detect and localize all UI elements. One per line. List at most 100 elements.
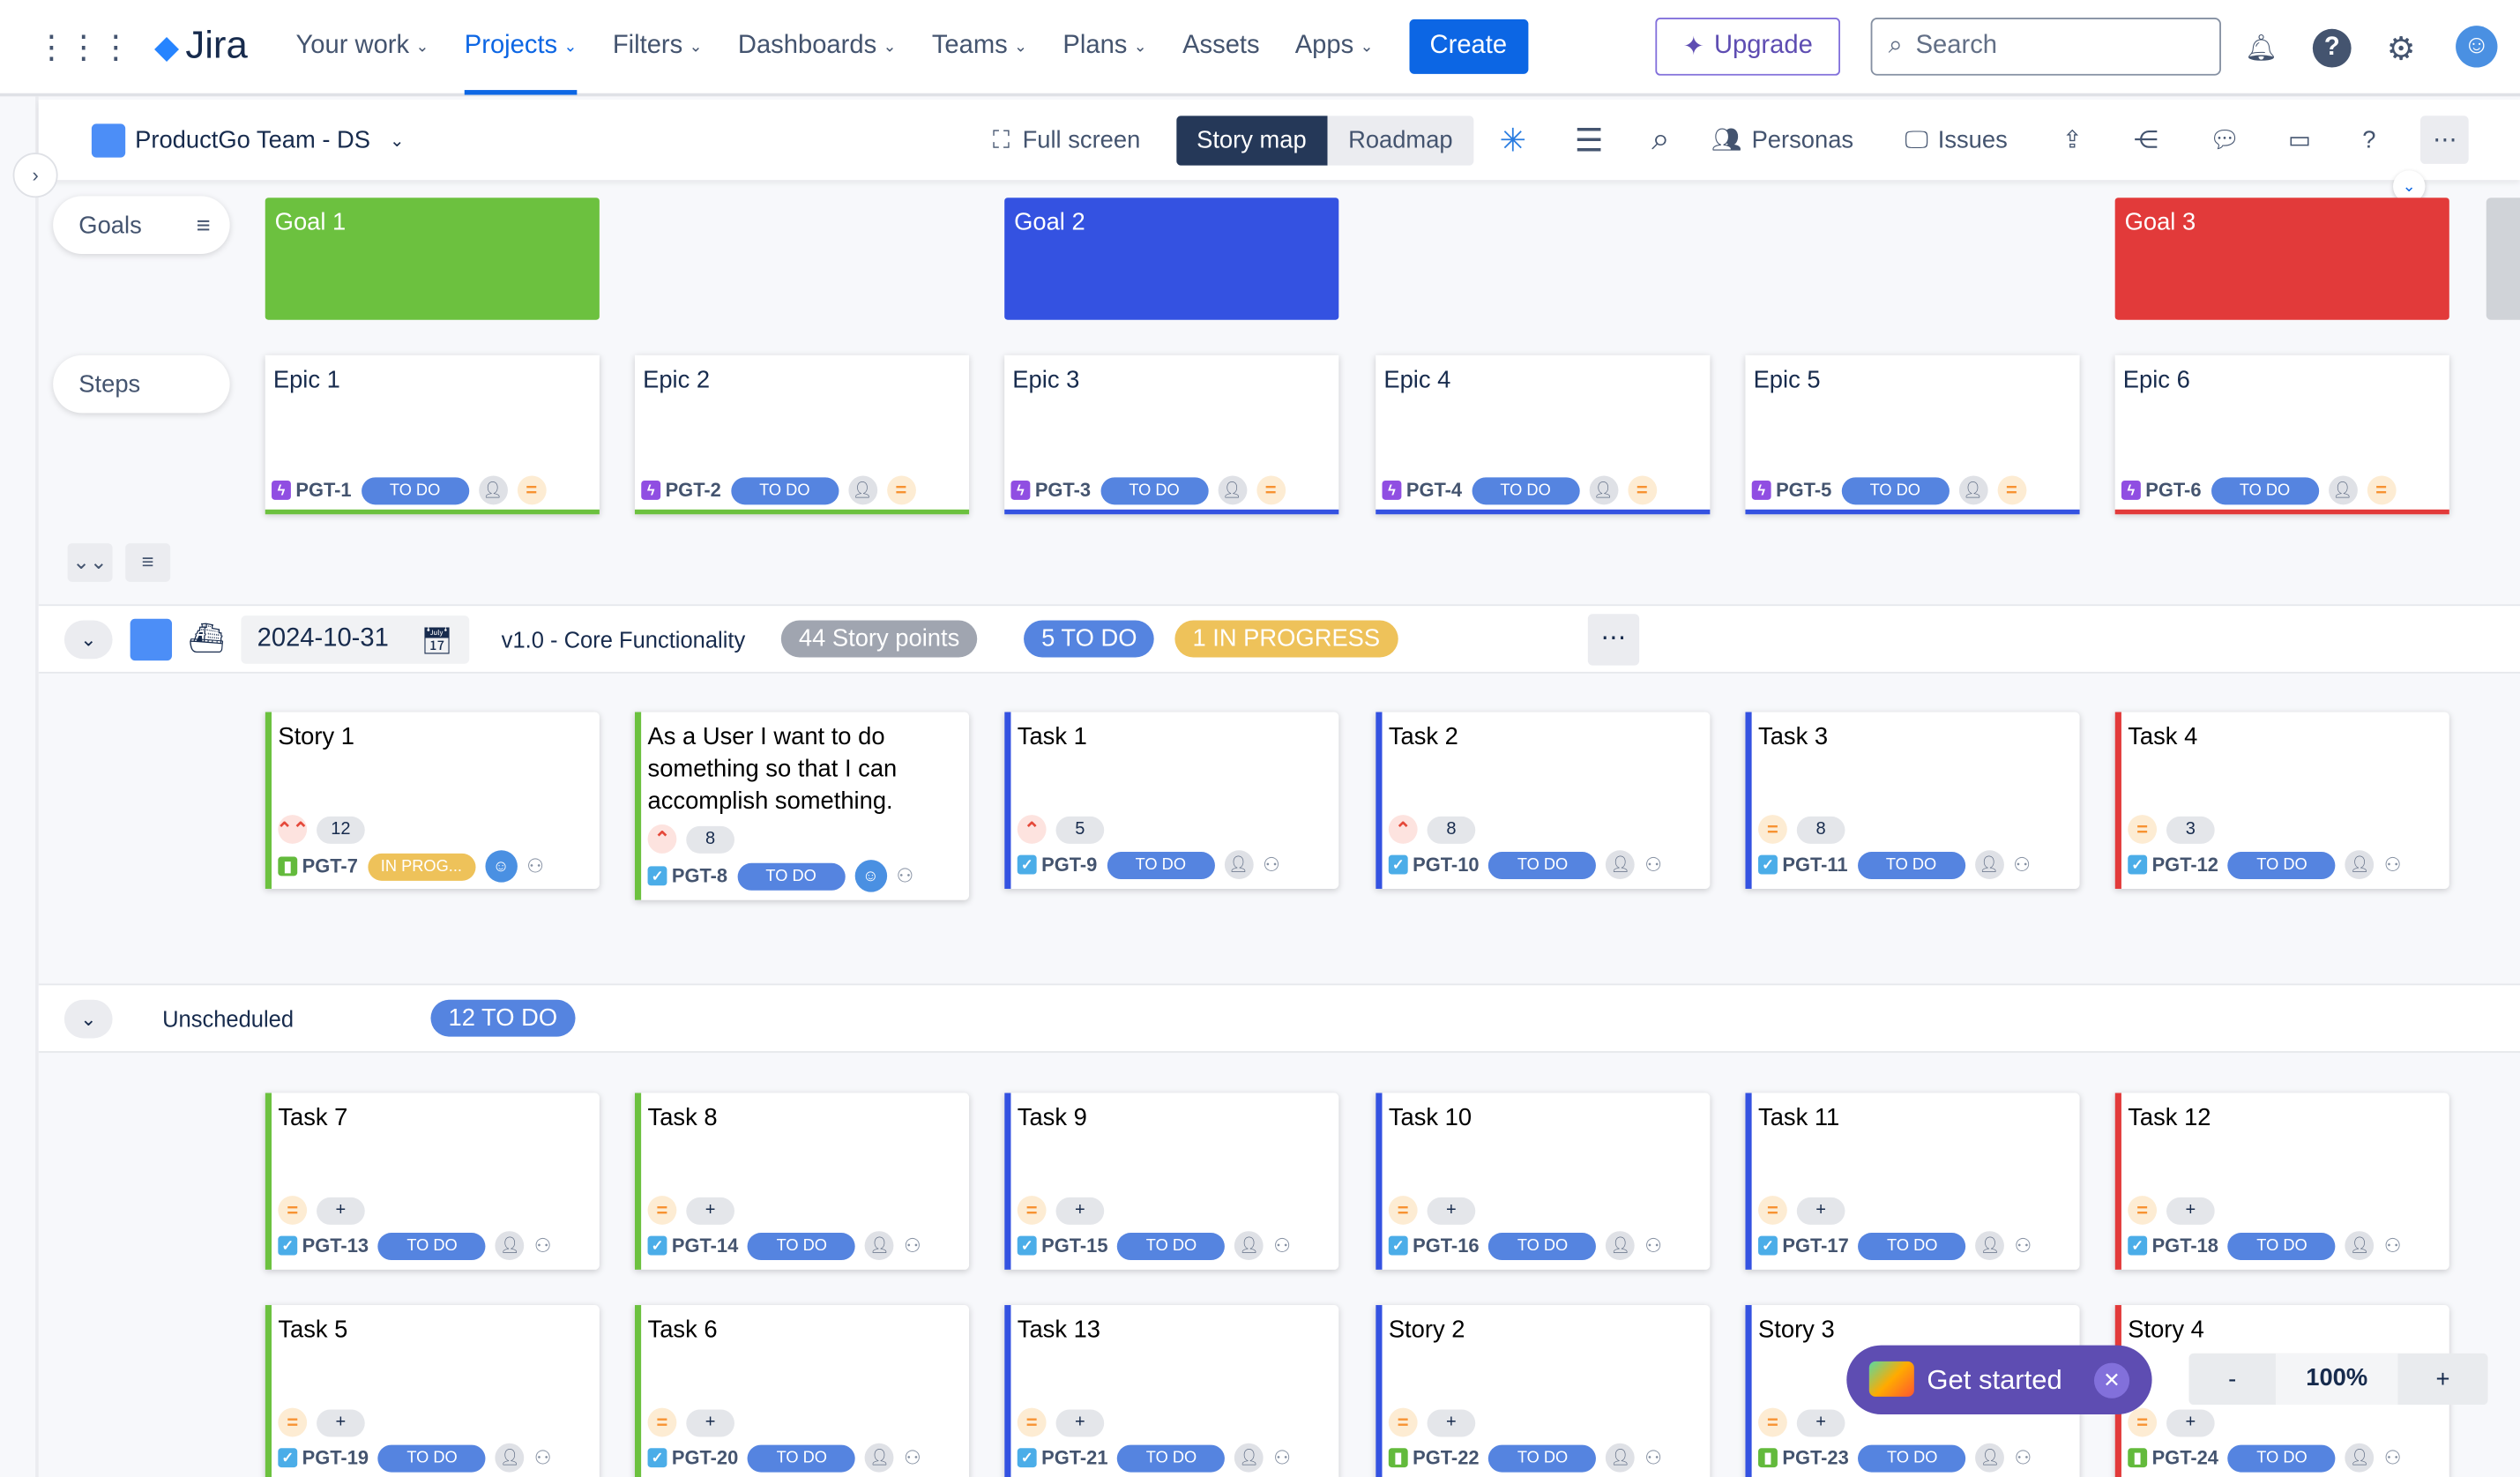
epic-card[interactable]: Epic 1 ϟ PGT-1 TO DO 👤︎ = (265, 354, 600, 515)
unassigned-user-icon[interactable]: 👤︎ (1589, 475, 1618, 505)
status-badge[interactable]: TO DO (361, 476, 469, 504)
nav-projects[interactable]: Projects ⌄ (464, 0, 578, 95)
issue-key[interactable]: ✓ PGT-15 (1017, 1235, 1107, 1257)
nav-apps[interactable]: Apps ⌄ (1295, 0, 1374, 95)
epic-card[interactable]: Epic 2 ϟ PGT-2 TO DO 👤︎ = (634, 354, 970, 515)
issue-card[interactable]: Task 12 = + ✓ PGT-18 TO DO 👤︎ ⚇ (2114, 1093, 2449, 1270)
release-more-button[interactable]: ⋯ (1587, 614, 1640, 666)
unassigned-user-icon[interactable]: 👤︎ (865, 1231, 895, 1260)
hierarchy-icon[interactable]: ⚇ (2014, 1446, 2032, 1469)
unassigned-user-icon[interactable]: 👤︎ (1606, 1443, 1636, 1473)
issue-card[interactable]: Task 13 = + ✓ PGT-21 TO DO 👤︎ ⚇ (1004, 1305, 1339, 1477)
hierarchy-icon[interactable]: ⚇ (1273, 1446, 1291, 1469)
unassigned-user-icon[interactable]: 👤︎ (1234, 1231, 1264, 1260)
release-date-field[interactable]: 2024-10-31 📅︎ (241, 615, 470, 664)
zoom-out-button[interactable]: - (2228, 1365, 2237, 1393)
hierarchy-icon[interactable]: ⚇ (1273, 1234, 1291, 1257)
issue-card[interactable]: Task 7 = + ✓ PGT-13 TO DO 👤︎ ⚇ (265, 1093, 600, 1270)
assignee-avatar[interactable]: ☺ (484, 850, 518, 883)
unassigned-user-icon[interactable]: 👤︎ (1606, 1231, 1636, 1260)
add-story-points-button[interactable]: + (686, 1197, 734, 1224)
issue-key[interactable]: ϟ PGT-4 (1382, 479, 1462, 502)
issue-key[interactable]: ✓ PGT-12 (2128, 854, 2218, 876)
add-story-points-button[interactable]: + (1427, 1408, 1476, 1436)
issue-key[interactable]: ▮ PGT-24 (2128, 1446, 2218, 1469)
add-story-points-button[interactable]: + (1055, 1408, 1105, 1436)
nav-assets[interactable]: Assets (1182, 0, 1260, 95)
zoom-in-button[interactable]: + (2435, 1365, 2450, 1393)
settings-gear-icon[interactable]: ⚙ (2386, 31, 2416, 67)
add-story-points-button[interactable]: + (317, 1197, 365, 1224)
issue-key[interactable]: ✓ PGT-21 (1017, 1446, 1107, 1469)
issue-key[interactable]: ✓ PGT-9 (1017, 854, 1097, 876)
issue-card[interactable]: Task 3 = 8 ✓ PGT-11 TO DO 👤︎ ⚇ (1745, 712, 2080, 889)
issue-key[interactable]: ϟ PGT-5 (1751, 479, 1831, 502)
status-badge[interactable]: TO DO (1858, 1232, 1966, 1260)
issue-key[interactable]: ϟ PGT-2 (641, 479, 721, 502)
unassigned-user-icon[interactable]: 👤︎ (2345, 850, 2375, 880)
issue-card[interactable]: Task 2 ⌃ 8 ✓ PGT-10 TO DO 👤︎ ⚇ (1376, 712, 1711, 889)
status-badge[interactable]: TO DO (1488, 851, 1597, 879)
unassigned-user-icon[interactable]: 👤︎ (2345, 1443, 2375, 1473)
unassigned-user-icon[interactable]: 👤︎ (2345, 1231, 2375, 1260)
hierarchy-icon[interactable]: ⚇ (526, 854, 544, 878)
epic-card[interactable]: Epic 5 ϟ PGT-5 TO DO 👤︎ = (1745, 354, 2080, 515)
status-badge[interactable]: TO DO (1117, 1443, 1226, 1472)
story-map-tab[interactable]: Story map (1175, 115, 1328, 165)
issue-card[interactable]: Task 11 = + ✓ PGT-17 TO DO 👤︎ ⚇ (1745, 1093, 2080, 1270)
epic-card[interactable]: Epic 3 ϟ PGT-3 TO DO 👤︎ = (1004, 354, 1339, 515)
issue-card[interactable]: Task 1 ⌃ 5 ✓ PGT-9 TO DO 👤︎ ⚇ (1004, 712, 1339, 889)
unassigned-user-icon[interactable]: 👤︎ (1958, 475, 1988, 505)
add-story-points-button[interactable]: + (2166, 1197, 2215, 1224)
status-badge[interactable]: TO DO (1107, 851, 1215, 879)
sidebar-expand-button[interactable]: › (12, 153, 58, 198)
status-badge[interactable]: TO DO (1117, 1232, 1226, 1260)
status-badge[interactable]: TO DO (737, 862, 846, 890)
filter-icon[interactable]: ≡ (196, 211, 211, 239)
issue-key[interactable]: ✓ PGT-14 (647, 1235, 738, 1257)
personas-button[interactable]: 👥︎ Personas (1711, 125, 1853, 154)
status-badge[interactable]: TO DO (748, 1443, 856, 1472)
notifications-icon[interactable]: 🔔︎ (2245, 35, 2278, 63)
unassigned-user-icon[interactable]: 👤︎ (865, 1443, 895, 1473)
issue-card[interactable]: Story 1 ⌃⌃ 12 ▮ PGT-7 IN PROG... ☺ ⚇ (265, 712, 600, 889)
status-badge[interactable]: TO DO (2227, 1443, 2337, 1472)
hierarchy-icon[interactable]: ⚇ (2013, 853, 2031, 877)
issue-key[interactable]: ϟ PGT-1 (272, 479, 352, 502)
list-view-icon[interactable]: ☰ (1574, 123, 1604, 159)
add-story-points-button[interactable]: + (1796, 1408, 1845, 1436)
unassigned-user-icon[interactable]: 👤︎ (496, 1443, 525, 1473)
status-badge[interactable]: TO DO (1100, 476, 1209, 504)
issue-card[interactable]: Task 6 = + ✓ PGT-20 TO DO 👤︎ ⚇ (634, 1305, 970, 1477)
issue-key[interactable]: ✓ PGT-11 (1758, 854, 1848, 876)
issue-card[interactable]: Task 10 = + ✓ PGT-16 TO DO 👤︎ ⚇ (1376, 1093, 1711, 1270)
unassigned-user-icon[interactable]: 👤︎ (478, 475, 508, 505)
roadmap-tab[interactable]: Roadmap (1327, 115, 1474, 165)
collapse-release-button[interactable]: ⌄ (63, 620, 113, 660)
add-story-points-button[interactable]: + (1055, 1197, 1105, 1224)
unassigned-user-icon[interactable]: 👤︎ (1224, 850, 1254, 880)
app-switcher-icon[interactable]: ⋮⋮⋮ (35, 29, 132, 65)
export-icon[interactable]: ⇪ (2061, 126, 2083, 154)
hierarchy-icon[interactable]: ⚇ (533, 1446, 552, 1469)
add-story-points-button[interactable]: + (1427, 1197, 1476, 1224)
nav-teams[interactable]: Teams ⌄ (932, 0, 1027, 95)
issue-card[interactable]: Task 9 = + ✓ PGT-15 TO DO 👤︎ ⚇ (1004, 1093, 1339, 1270)
hierarchy-icon[interactable]: ⚇ (904, 1446, 921, 1469)
issue-key[interactable]: ▮ PGT-23 (1758, 1446, 1849, 1469)
status-badge[interactable]: TO DO (2227, 1232, 2337, 1260)
hierarchy-icon[interactable]: ⚇ (2014, 1234, 2032, 1257)
hierarchy-icon[interactable]: ⚇ (896, 864, 914, 888)
status-badge[interactable]: TO DO (377, 1232, 487, 1260)
issue-key[interactable]: ✓ PGT-8 (647, 865, 727, 887)
hierarchy-icon[interactable]: ⚇ (2383, 1446, 2402, 1469)
hierarchy-icon[interactable]: ⚇ (2383, 853, 2402, 877)
hierarchy-icon[interactable]: ⚇ (1263, 853, 1280, 877)
hierarchy-icon[interactable]: ⚇ (1644, 1446, 1662, 1469)
goal-card[interactable]: Goal 2 (1004, 198, 1339, 320)
nav-filters[interactable]: Filters ⌄ (613, 0, 703, 95)
issue-key[interactable]: ✓ PGT-20 (647, 1446, 738, 1469)
upgrade-button[interactable]: ✦ Upgrade (1655, 18, 1840, 76)
comment-icon[interactable]: 💬︎ (2209, 126, 2240, 154)
status-badge[interactable]: TO DO (377, 1443, 487, 1472)
